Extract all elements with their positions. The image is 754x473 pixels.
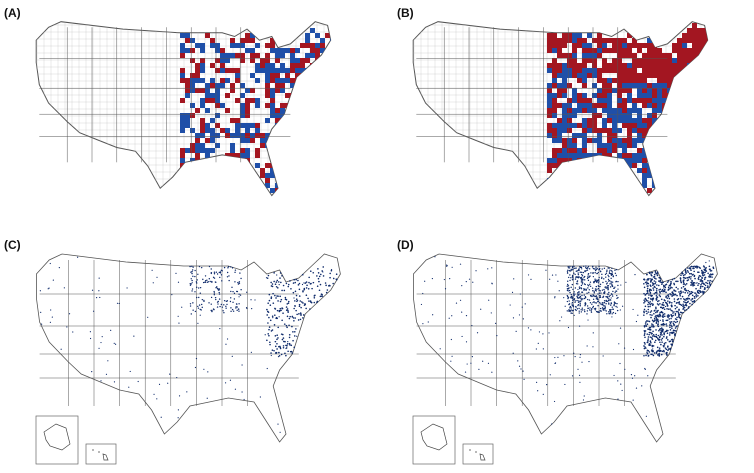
map-c: [35, 253, 341, 465]
panel-a: (A): [0, 0, 377, 236]
map-a: [35, 21, 332, 197]
map-2-dots: [39, 256, 338, 433]
map-3-outline: [413, 253, 718, 443]
map-0-counties: [36, 21, 331, 196]
map-d: [412, 253, 718, 465]
panel-label-d: (D): [397, 238, 414, 252]
alaska-inset: [412, 415, 456, 465]
map-b: [412, 21, 709, 197]
map-3-insets: [412, 415, 494, 465]
panel-b: (B): [377, 0, 754, 236]
map-0-state-lines: [39, 27, 291, 163]
panel-label-a: (A): [4, 6, 21, 20]
map-1-state-lines: [416, 27, 668, 163]
hawaii-inset: [85, 443, 117, 465]
panel-label-c: (C): [4, 238, 21, 252]
panel-d: (D): [377, 236, 754, 473]
map-2-insets: [35, 415, 117, 465]
map-3-dots: [420, 256, 715, 425]
panel-c: (C): [0, 236, 377, 473]
alaska-inset: [35, 415, 79, 465]
panel-label-b: (B): [397, 6, 414, 20]
hawaii-inset: [462, 443, 494, 465]
map-2-state-lines: [39, 260, 299, 406]
